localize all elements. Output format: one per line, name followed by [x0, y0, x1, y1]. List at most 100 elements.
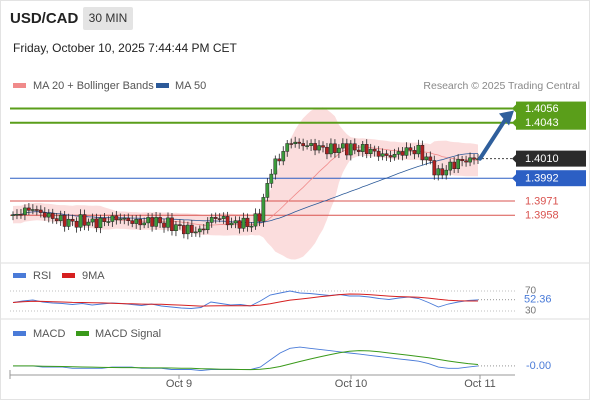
- candle: [253, 213, 258, 227]
- candle: [344, 143, 349, 156]
- candle: [456, 159, 460, 169]
- candle: [134, 218, 139, 224]
- candle: [31, 209, 35, 211]
- candle: [269, 173, 274, 184]
- candles: [11, 136, 480, 240]
- candle: [213, 217, 218, 219]
- target-price-tag: [516, 101, 586, 130]
- x-tick-label: Oct 10: [335, 378, 367, 390]
- chart-datetime: Friday, October 10, 2025 7:44:44 PM CET: [13, 41, 237, 55]
- candle: [416, 144, 421, 155]
- candle: [90, 218, 95, 223]
- candle: [166, 217, 170, 228]
- macd-value-label: -0.00: [526, 360, 551, 372]
- ma50-line: [12, 153, 478, 224]
- rsi-ma-legend-label: 9MA: [82, 270, 105, 282]
- candle: [388, 155, 393, 158]
- candle: [74, 220, 79, 228]
- candle: [114, 215, 119, 221]
- candle: [58, 214, 63, 222]
- candle: [106, 221, 111, 223]
- candle: [142, 222, 147, 226]
- candle: [241, 217, 246, 229]
- candle: [464, 160, 468, 163]
- candle: [66, 218, 71, 227]
- candle: [309, 143, 313, 146]
- candle: [257, 213, 262, 222]
- candle: [23, 207, 27, 215]
- candle: [325, 146, 329, 155]
- candle: [293, 141, 298, 145]
- candle: [178, 224, 182, 226]
- rsi-legend-swatch: [13, 273, 26, 278]
- candle: [11, 214, 15, 216]
- candle: [313, 143, 317, 151]
- timeframe-button[interactable]: 30 MIN: [83, 7, 133, 30]
- pivot-price-tag: [516, 170, 586, 187]
- candle: [329, 143, 333, 155]
- candle: [122, 217, 127, 220]
- price-label-target: 1.4056: [525, 103, 559, 115]
- price-label-pivot: 1.3992: [525, 173, 559, 185]
- candle: [321, 145, 325, 148]
- price-tag-pointer: [512, 154, 516, 163]
- rsi-value-tag: [519, 293, 557, 306]
- candle: [158, 217, 162, 224]
- candle: [237, 220, 242, 229]
- candle: [54, 218, 59, 222]
- candle: [86, 221, 91, 226]
- candle: [384, 153, 389, 156]
- candle: [189, 224, 194, 233]
- candle: [356, 149, 361, 152]
- attribution: Research © 2025 Trading Central: [423, 80, 580, 92]
- candle: [404, 147, 409, 156]
- price-label-target: 1.4043: [525, 117, 559, 129]
- price-tag-pointer: [512, 118, 516, 127]
- rsi-tick-label: 70: [525, 286, 537, 297]
- candle: [448, 161, 453, 171]
- candle: [19, 213, 23, 216]
- candle: [205, 222, 210, 231]
- price-label-last_price: 1.4010: [525, 153, 559, 165]
- ma50-legend-label: MA 50: [175, 80, 206, 92]
- x-tick-label: Oct 9: [166, 378, 192, 390]
- candle: [197, 228, 202, 233]
- candle: [82, 214, 87, 226]
- candle: [380, 153, 385, 157]
- candle: [273, 158, 278, 175]
- price-tag-pointer: [512, 104, 516, 113]
- candle: [289, 143, 294, 145]
- macd-signal-line: [13, 350, 479, 371]
- candle: [297, 141, 302, 144]
- candle: [27, 207, 31, 211]
- candle: [317, 145, 321, 151]
- candle: [440, 168, 445, 176]
- candle: [420, 144, 425, 161]
- candle: [162, 222, 166, 228]
- candle: [400, 151, 405, 156]
- candle: [201, 228, 206, 231]
- last_price-price-tag: [516, 150, 586, 167]
- macd-legend-swatch: [13, 331, 26, 336]
- rsi-ma-legend-swatch: [62, 273, 75, 278]
- candle: [432, 160, 437, 176]
- candle: [154, 217, 158, 227]
- price-tag-pointer: [512, 174, 516, 183]
- candle: [372, 148, 377, 152]
- candle: [182, 225, 186, 235]
- candle: [341, 143, 345, 149]
- candle: [392, 154, 397, 158]
- candle: [186, 224, 190, 235]
- rsi-legend-label: RSI: [33, 270, 51, 282]
- candle: [174, 224, 178, 232]
- x-tick-label: Oct 11: [464, 378, 496, 390]
- candle: [217, 218, 222, 220]
- candle: [444, 169, 449, 176]
- candle: [337, 147, 341, 153]
- candle: [150, 217, 154, 227]
- ma20-legend-swatch: [13, 83, 26, 88]
- candle: [98, 217, 103, 228]
- rsi-line: [12, 290, 479, 309]
- candle: [146, 217, 150, 224]
